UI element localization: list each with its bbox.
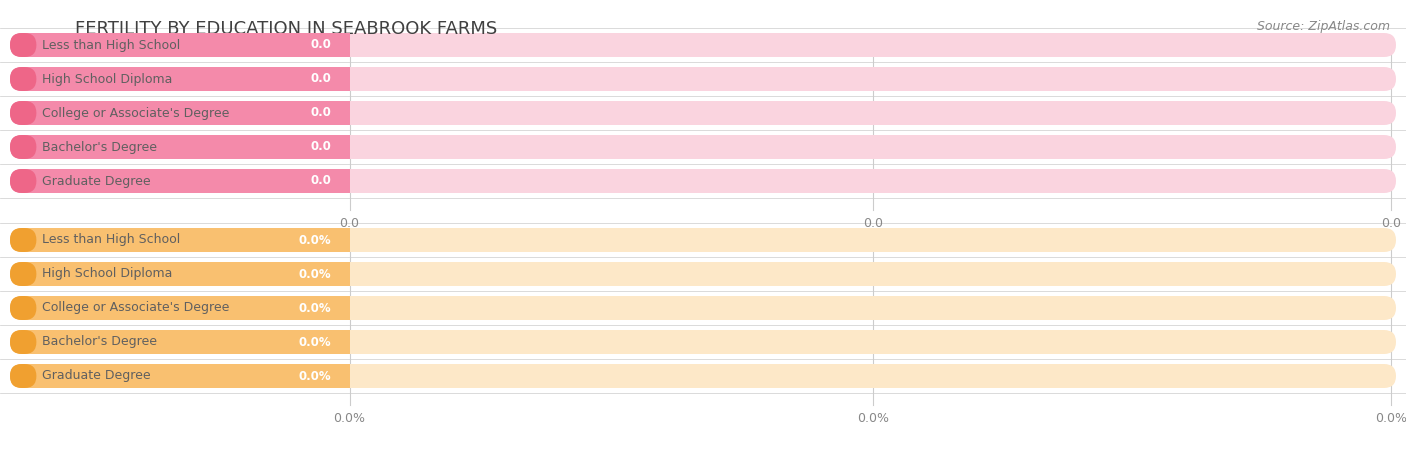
Text: 0.0%: 0.0% bbox=[299, 234, 332, 247]
Text: 0.0: 0.0 bbox=[863, 217, 883, 230]
FancyBboxPatch shape bbox=[10, 101, 350, 125]
FancyBboxPatch shape bbox=[10, 228, 350, 252]
Text: Less than High School: Less than High School bbox=[42, 234, 180, 247]
FancyBboxPatch shape bbox=[10, 330, 1396, 354]
Text: 0.0: 0.0 bbox=[311, 38, 332, 51]
Bar bbox=[337, 262, 350, 286]
FancyBboxPatch shape bbox=[10, 364, 350, 388]
FancyBboxPatch shape bbox=[10, 330, 350, 354]
Text: Less than High School: Less than High School bbox=[42, 38, 180, 51]
Text: 0.0: 0.0 bbox=[311, 73, 332, 86]
FancyBboxPatch shape bbox=[10, 262, 350, 286]
FancyBboxPatch shape bbox=[10, 135, 37, 159]
Text: Graduate Degree: Graduate Degree bbox=[42, 174, 150, 188]
Text: College or Associate's Degree: College or Associate's Degree bbox=[42, 106, 229, 120]
Text: 0.0%: 0.0% bbox=[333, 412, 366, 425]
Bar bbox=[337, 101, 350, 125]
Text: 0.0%: 0.0% bbox=[299, 302, 332, 314]
Text: 0.0: 0.0 bbox=[1381, 217, 1400, 230]
Text: College or Associate's Degree: College or Associate's Degree bbox=[42, 302, 229, 314]
FancyBboxPatch shape bbox=[10, 262, 1396, 286]
Text: 0.0%: 0.0% bbox=[299, 267, 332, 281]
FancyBboxPatch shape bbox=[10, 33, 350, 57]
Text: Source: ZipAtlas.com: Source: ZipAtlas.com bbox=[1257, 20, 1391, 33]
Text: FERTILITY BY EDUCATION IN SEABROOK FARMS: FERTILITY BY EDUCATION IN SEABROOK FARMS bbox=[75, 20, 498, 38]
Text: 0.0: 0.0 bbox=[311, 174, 332, 188]
Text: Bachelor's Degree: Bachelor's Degree bbox=[42, 141, 157, 153]
FancyBboxPatch shape bbox=[10, 296, 37, 320]
FancyBboxPatch shape bbox=[10, 364, 37, 388]
Text: 0.0%: 0.0% bbox=[856, 412, 889, 425]
FancyBboxPatch shape bbox=[10, 330, 37, 354]
Bar bbox=[337, 330, 350, 354]
FancyBboxPatch shape bbox=[10, 101, 1396, 125]
Text: 0.0: 0.0 bbox=[311, 141, 332, 153]
Bar bbox=[337, 135, 350, 159]
FancyBboxPatch shape bbox=[10, 169, 37, 193]
Text: 0.0%: 0.0% bbox=[299, 370, 332, 382]
Text: 0.0: 0.0 bbox=[340, 217, 360, 230]
Bar bbox=[337, 67, 350, 91]
FancyBboxPatch shape bbox=[10, 33, 37, 57]
Text: 0.0%: 0.0% bbox=[299, 335, 332, 349]
Text: Bachelor's Degree: Bachelor's Degree bbox=[42, 335, 157, 349]
FancyBboxPatch shape bbox=[10, 67, 37, 91]
Bar bbox=[337, 228, 350, 252]
FancyBboxPatch shape bbox=[10, 135, 350, 159]
FancyBboxPatch shape bbox=[10, 67, 350, 91]
Text: 0.0: 0.0 bbox=[311, 106, 332, 120]
Bar bbox=[337, 296, 350, 320]
Text: High School Diploma: High School Diploma bbox=[42, 73, 173, 86]
FancyBboxPatch shape bbox=[10, 33, 1396, 57]
Bar bbox=[337, 364, 350, 388]
Text: Graduate Degree: Graduate Degree bbox=[42, 370, 150, 382]
FancyBboxPatch shape bbox=[10, 67, 1396, 91]
FancyBboxPatch shape bbox=[10, 228, 37, 252]
FancyBboxPatch shape bbox=[10, 101, 37, 125]
Bar bbox=[337, 33, 350, 57]
Text: 0.0%: 0.0% bbox=[1375, 412, 1406, 425]
FancyBboxPatch shape bbox=[10, 228, 1396, 252]
FancyBboxPatch shape bbox=[10, 169, 1396, 193]
FancyBboxPatch shape bbox=[10, 296, 350, 320]
FancyBboxPatch shape bbox=[10, 296, 1396, 320]
FancyBboxPatch shape bbox=[10, 135, 1396, 159]
FancyBboxPatch shape bbox=[10, 169, 350, 193]
Text: High School Diploma: High School Diploma bbox=[42, 267, 173, 281]
Bar bbox=[337, 169, 350, 193]
FancyBboxPatch shape bbox=[10, 364, 1396, 388]
FancyBboxPatch shape bbox=[10, 262, 37, 286]
